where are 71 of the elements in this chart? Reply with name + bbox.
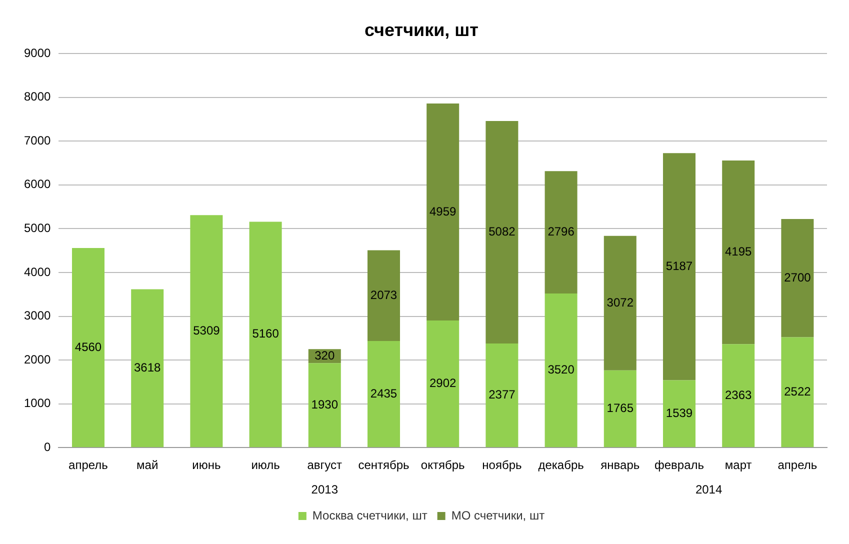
bar	[367, 341, 400, 448]
data-label: 2902	[429, 376, 457, 390]
x-tick-label: сентябрь	[358, 458, 410, 472]
data-label: 5309	[193, 323, 220, 338]
y-tick-label: 4000	[24, 264, 52, 279]
data-label: 2700	[784, 270, 812, 284]
legend-label: МО счетчики, шт	[451, 508, 546, 522]
y-tick-label: 8000	[24, 90, 52, 104]
bar	[722, 344, 755, 448]
data-label: 3618	[134, 360, 162, 374]
bar	[662, 153, 696, 380]
x-tick-label: июнь	[192, 458, 221, 472]
data-label: 3072	[606, 295, 634, 310]
y-tick-label: 5000	[24, 221, 52, 236]
x-tick-label: май	[136, 458, 158, 472]
data-label: 4959	[429, 204, 457, 218]
data-label: 2522	[784, 384, 812, 398]
text: 2014	[695, 482, 722, 496]
x-tick-label: апрель	[68, 458, 108, 472]
x-tick-label: ноябрь	[482, 458, 522, 472]
bar	[486, 344, 518, 448]
data-label: 1930	[311, 397, 338, 412]
bar	[426, 320, 460, 448]
data-label: 1765	[606, 401, 634, 416]
data-label: 1539	[666, 406, 693, 420]
data-label: 5187	[666, 259, 693, 273]
y-tick-label: 9000	[24, 46, 52, 60]
data-label: 3520	[548, 362, 575, 377]
bar	[131, 289, 164, 448]
x-tick-label: август	[307, 458, 343, 472]
data-label: 2435	[370, 386, 398, 400]
bar	[190, 215, 223, 448]
data-label: 2073	[370, 288, 398, 302]
bar	[544, 294, 578, 448]
bar	[662, 380, 696, 448]
y-tick-label: 0	[44, 440, 52, 454]
x-tick-label: октябрь	[420, 458, 465, 472]
bar	[249, 222, 282, 448]
y-tick-label: 7000	[24, 133, 52, 148]
y-tick-label: 6000	[24, 177, 52, 192]
data-label: 4560	[74, 340, 102, 354]
data-label: 5160	[252, 326, 280, 341]
bar	[604, 236, 636, 370]
x-tick-label: январь	[600, 458, 640, 472]
y-tick-label: 1000	[24, 396, 52, 410]
text: 2013	[311, 482, 338, 496]
y-tick-label: 2000	[24, 352, 52, 366]
bar	[72, 248, 104, 448]
bar	[781, 218, 814, 338]
bar	[604, 370, 636, 448]
data-label: 2377	[488, 388, 516, 402]
data-label: 5082	[488, 224, 516, 239]
bar	[781, 337, 814, 448]
data-label: 2796	[548, 224, 575, 239]
y-tick-label: 3000	[24, 308, 52, 323]
legend-label: Москва счетчики, шт	[312, 508, 428, 522]
bar	[308, 363, 341, 448]
bar	[426, 103, 460, 321]
x-tick-label: февраль	[654, 458, 704, 472]
x-tick-label: апрель	[778, 458, 818, 472]
bar	[544, 171, 578, 294]
data-label: 320	[314, 348, 335, 362]
x-tick-label: июль	[251, 458, 280, 472]
bar	[722, 160, 755, 344]
bar	[367, 250, 400, 341]
data-label: 2363	[725, 388, 752, 402]
x-tick-label: март	[724, 458, 752, 472]
data-label: 4195	[725, 244, 752, 259]
x-tick-label: декабрь	[538, 458, 584, 472]
bar	[486, 121, 518, 344]
chart-title: счетчики, шт	[364, 20, 479, 40]
